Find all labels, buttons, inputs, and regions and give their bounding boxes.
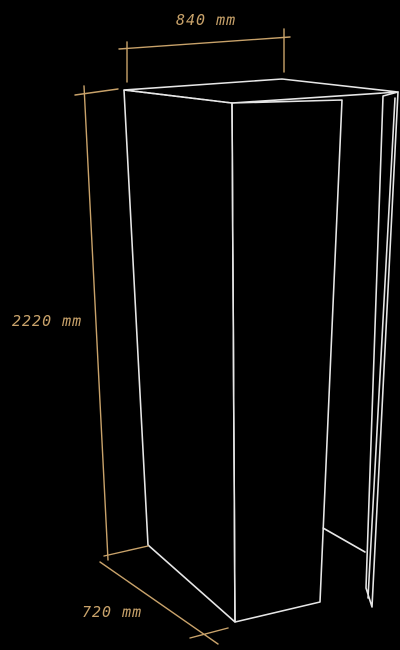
cabinet-plinth-edge <box>322 527 366 553</box>
depth-label: 720 mm <box>82 603 142 621</box>
height-label: 2220 mm <box>12 312 82 330</box>
depth-dimension: 720 mm <box>82 545 229 645</box>
cabinet-front-panel <box>231 99 343 623</box>
cabinet-door-edge <box>367 97 396 599</box>
cabinet-top-face <box>123 78 399 104</box>
cabinet-left-panel <box>123 89 236 623</box>
width-label: 840 mm <box>176 11 236 29</box>
cabinet-outline <box>123 78 399 623</box>
width-dimension: 840 mm <box>118 11 291 83</box>
cabinet-open-door <box>365 91 399 608</box>
height-dimension: 2220 mm <box>12 85 119 561</box>
